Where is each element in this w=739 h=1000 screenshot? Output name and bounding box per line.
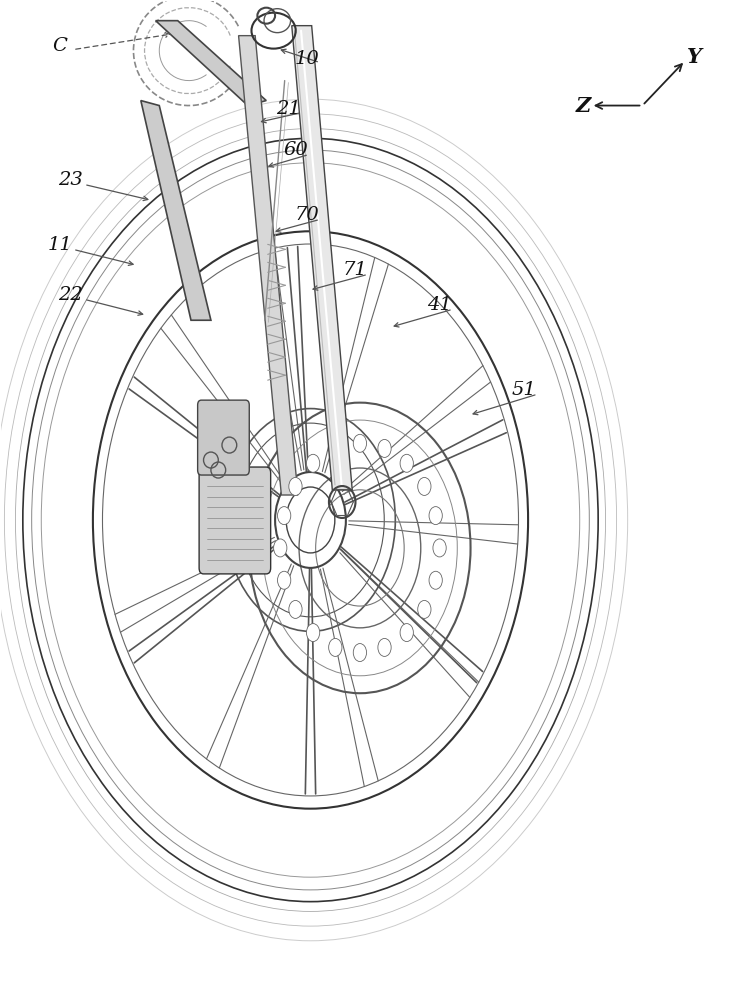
Circle shape <box>429 507 443 525</box>
Circle shape <box>433 539 446 557</box>
Text: C: C <box>52 37 67 55</box>
Circle shape <box>353 434 367 452</box>
Polygon shape <box>292 26 353 490</box>
Circle shape <box>378 638 391 656</box>
Text: 21: 21 <box>276 100 301 118</box>
Text: 11: 11 <box>47 236 72 254</box>
Polygon shape <box>239 36 298 495</box>
Circle shape <box>418 477 431 495</box>
Circle shape <box>278 571 290 589</box>
Text: 22: 22 <box>58 286 84 304</box>
Text: Z: Z <box>576 96 591 116</box>
Text: 70: 70 <box>294 206 319 224</box>
Circle shape <box>289 600 302 618</box>
Circle shape <box>289 477 302 495</box>
Text: 71: 71 <box>342 261 367 279</box>
Circle shape <box>307 454 320 472</box>
Text: 51: 51 <box>512 381 537 399</box>
Circle shape <box>378 439 391 457</box>
FancyBboxPatch shape <box>199 467 270 574</box>
Circle shape <box>329 439 342 457</box>
Circle shape <box>400 624 413 642</box>
Circle shape <box>307 624 320 642</box>
Text: 10: 10 <box>294 50 319 68</box>
Circle shape <box>429 571 443 589</box>
Text: 41: 41 <box>427 296 452 314</box>
Circle shape <box>400 454 413 472</box>
Text: 23: 23 <box>58 171 84 189</box>
Circle shape <box>418 600 431 618</box>
Text: 60: 60 <box>283 141 308 159</box>
FancyBboxPatch shape <box>197 400 249 475</box>
Polygon shape <box>141 101 211 320</box>
Text: Y: Y <box>687 47 701 67</box>
Polygon shape <box>156 21 266 106</box>
Circle shape <box>278 507 290 525</box>
Circle shape <box>273 539 287 557</box>
Circle shape <box>353 644 367 662</box>
Circle shape <box>329 638 342 656</box>
